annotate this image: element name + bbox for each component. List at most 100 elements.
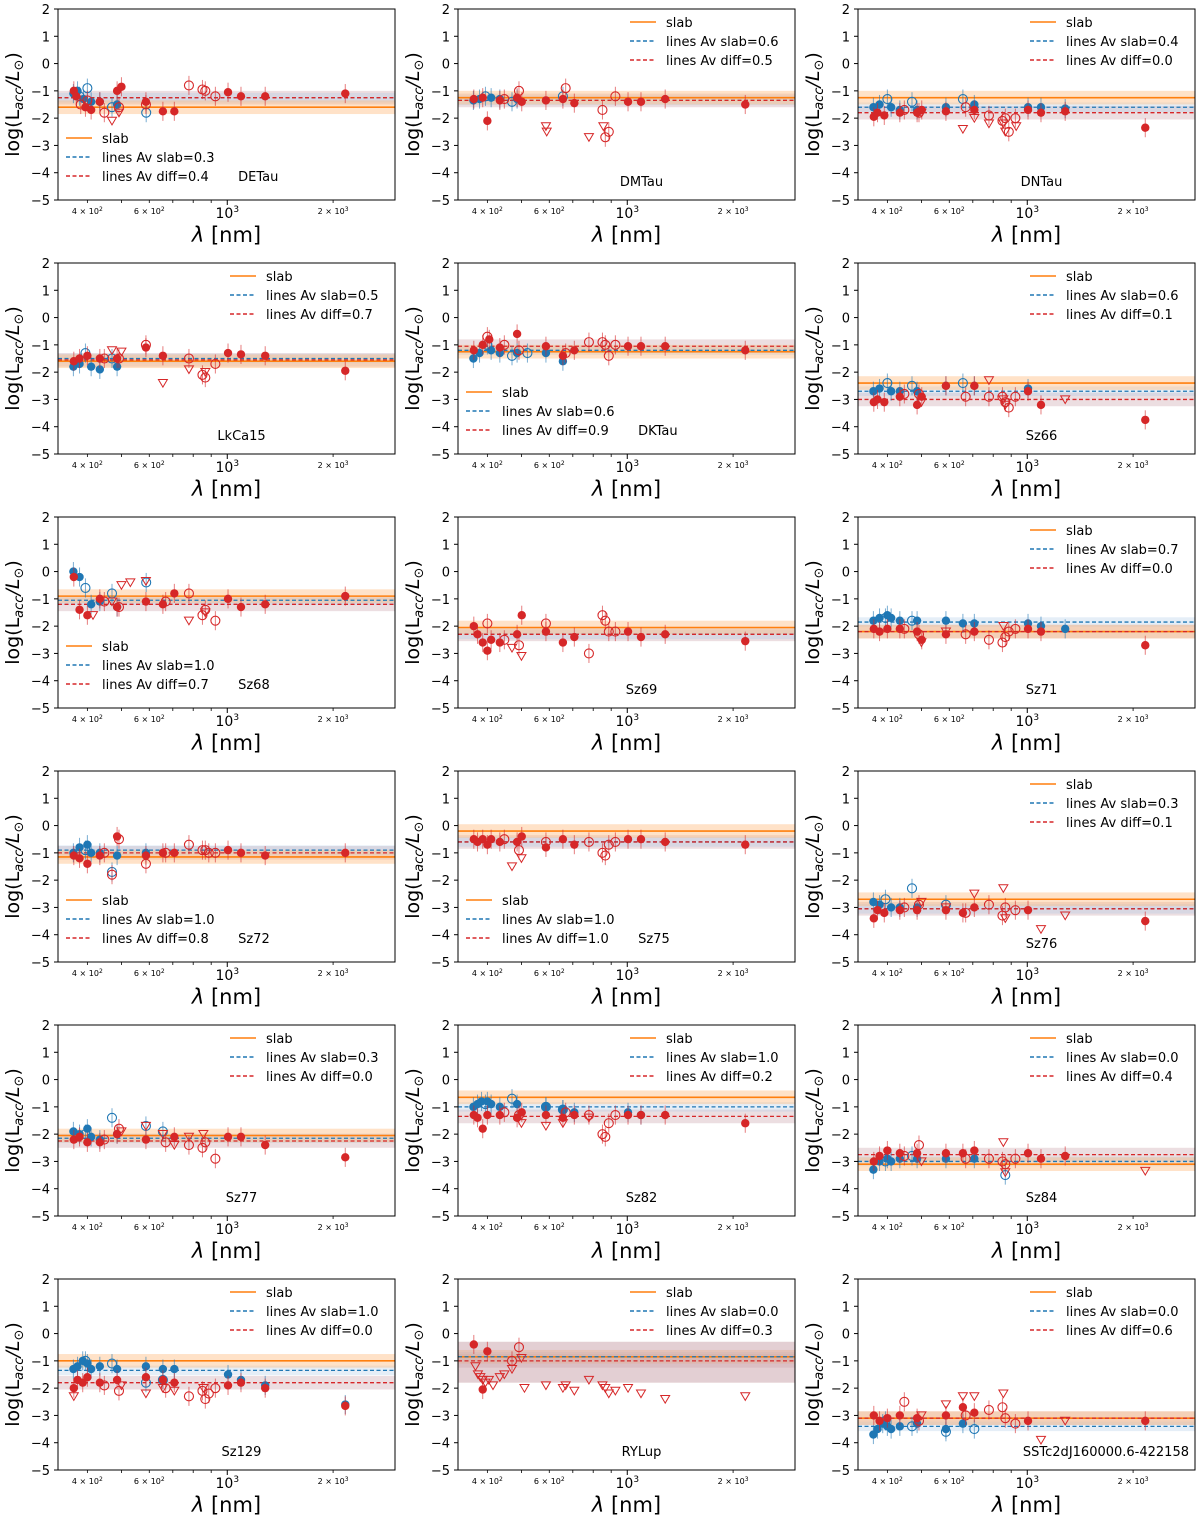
panel-DKTau: 2 1 0 −1 −2 −3 −4 −5 4 × 102 6 × 102 103 2 × 103 λ [… [400,257,800,512]
point-red-filled [223,594,233,604]
x-tick-label: 103 [615,1475,639,1492]
x-tick-label: 4 × 102 [72,206,103,216]
plot-frame [57,516,396,709]
point-red-filled [260,351,270,360]
point-red-filled [236,1132,246,1142]
x-tick-label: 6 × 102 [534,1476,565,1486]
point-blue-open [506,1093,518,1104]
point-red-filled [941,630,951,639]
point-red-filled [541,1110,551,1120]
point-red-open [600,850,611,861]
plot-frame [457,770,796,963]
point-red-filled [558,1113,568,1122]
x-tick-label: 103 [1015,1221,1039,1238]
point-red-filled [970,1408,979,1417]
y-tick-label: −4 [431,1183,450,1198]
y-tick-label: 2 [42,1274,50,1288]
plot-frame [457,516,796,709]
legend-label: lines Av slab=0.3 [266,1051,379,1066]
plot-frame [457,1024,796,1217]
point-red-filled [636,97,646,106]
point-red-upper-limit [1059,911,1071,921]
x-tick-label: 2 × 103 [318,968,349,978]
y-axis-label: log(Lacc/L⊙) [802,52,827,157]
x-tick-label: 4 × 102 [872,1476,903,1486]
chart-svg-Sz69: 2 1 0 −1 −2 −3 −4 −5 4 × 102 6 × 102 103 2 × 103 λ [… [402,511,796,755]
star-name-label: Sz82 [626,1191,658,1206]
point-red-upper-limit [541,127,553,137]
y-axis-label: log(Lacc/L⊙) [802,1068,827,1173]
lines-slab-band [458,1102,795,1112]
legend-label: lines Av diff=0.6 [1066,1324,1173,1339]
point-red-open [597,610,608,621]
point-red-filled [495,1110,505,1120]
point-red-filled [970,381,979,390]
plot-frame [457,262,796,455]
chart-svg-Sz71: 2 1 0 −1 −2 −3 −4 −5 4 × 102 6 × 102 103 2 × 103 λ [… [802,511,1196,755]
y-tick-label: −5 [831,448,850,463]
diff-band [858,392,1195,407]
point-red-upper-limit [968,889,980,899]
y-tick-label: −1 [431,1101,450,1116]
point-red-filled [478,835,487,844]
point-red-upper-limit [916,1157,927,1167]
y-tick-label: 2 [442,1020,450,1034]
plot-frame [57,8,396,201]
panel-SSTc2dJ160000.6-422158: 2 1 0 −1 −2 −3 −4 −5 4 × 102 6 × 102 103 2 × 103 λ [… [800,1273,1200,1528]
star-name-label: Sz76 [1026,937,1058,952]
point-red-filled [880,111,889,120]
y-tick-label: −5 [31,956,50,971]
panel-Sz84: 2 1 0 −1 −2 −3 −4 −5 4 × 102 6 × 102 103 2 × 103 λ [… [800,1019,1200,1274]
x-tick-label: 2 × 103 [718,1476,749,1486]
point-red-filled [495,837,505,847]
chart-svg-Sz77: 2 1 0 −1 −2 −3 −4 −5 4 × 102 6 × 102 103 2 × 103 λ [… [2,1019,396,1263]
point-red-filled [517,832,526,841]
point-red-filled [69,572,79,582]
y-tick-label: 2 [442,1274,450,1288]
point-red-filled [970,627,979,636]
plot-frame [857,1278,1196,1471]
point-red-open [600,615,611,626]
point-red-filled [158,1375,168,1385]
y-tick-label: 1 [842,792,850,807]
point-red-open [1003,626,1014,637]
point-red-filled [478,93,487,102]
y-tick-label: −4 [31,421,50,436]
point-red-open [983,634,994,645]
x-tick-label: 4 × 102 [472,1476,503,1486]
point-red-open [513,1342,525,1353]
y-tick-label: −2 [31,112,50,127]
point-red-open [983,899,994,910]
point-red-filled [158,351,168,360]
y-tick-label: 2 [842,512,850,526]
point-blue-open [80,1355,91,1366]
x-tick-label: 2 × 103 [318,714,349,724]
point-blue-filled [83,1124,92,1133]
x-axis-label: λ [nm] [991,223,1061,247]
y-tick-label: −2 [431,620,450,635]
point-red-filled [883,1413,892,1423]
plot-frame [857,1024,1196,1217]
point-red-filled [741,100,750,109]
y-tick-label: −1 [31,1355,50,1370]
y-tick-label: 1 [842,1046,850,1061]
point-red-filled [478,340,487,350]
point-red-filled [75,1132,84,1142]
y-axis-label: log(Lacc/L⊙) [402,560,427,665]
point-red-filled [558,351,568,360]
y-tick-label: −4 [31,929,50,944]
point-red-upper-limit [157,1130,169,1140]
point-blue-filled [875,100,884,109]
point-red-filled [873,395,882,404]
point-red-filled [83,1138,92,1147]
point-red-filled [112,1375,122,1385]
point-red-filled [883,624,892,634]
point-red-filled [483,1347,492,1356]
point-red-upper-limit [487,1381,499,1391]
point-red-open [597,847,608,858]
x-tick-label: 4 × 102 [472,206,503,216]
star-name-label: DNTau [1021,175,1063,190]
legend-label: lines Av slab=0.6 [666,35,779,50]
legend-label: lines Av diff=1.0 [502,932,609,947]
point-red-upper-limit [106,346,118,356]
